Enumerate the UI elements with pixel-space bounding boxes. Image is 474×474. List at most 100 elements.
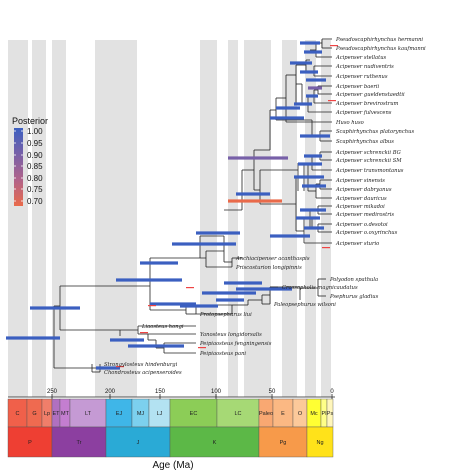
epoch-label: LJ	[157, 411, 163, 417]
node-age-bar	[300, 208, 326, 212]
node-age-bar	[270, 116, 304, 120]
node-age-bar	[298, 162, 322, 166]
red-annotation	[116, 366, 124, 368]
node-age-bar	[180, 304, 218, 308]
period-label: J	[137, 440, 140, 446]
node-age-bar	[6, 336, 60, 340]
time-stripe	[95, 40, 137, 397]
node-age-bar	[294, 175, 324, 179]
epoch-label: Lp	[44, 411, 50, 417]
red-annotation	[140, 332, 148, 334]
node-age-bar	[196, 231, 240, 235]
legend-tick-label: 0.85	[27, 162, 43, 171]
taxon-label: Acipenser sinensis	[335, 178, 385, 184]
taxon-label: Polyodon spathula	[329, 277, 378, 283]
period-box	[306, 426, 334, 458]
period-box	[105, 426, 171, 458]
taxon-label: Acipenser schrenckii BG	[335, 150, 401, 156]
epoch-label: EJ	[116, 411, 123, 417]
epoch-label: MJ	[137, 411, 145, 417]
time-stripe	[32, 40, 46, 397]
epoch-label: MT	[61, 411, 70, 417]
node-age-bar	[202, 291, 256, 295]
red-annotation	[148, 305, 156, 307]
node-age-bar	[300, 70, 318, 74]
red-annotation	[328, 100, 336, 102]
taxon-label: Acipenser o.oxyrinchus	[335, 230, 398, 236]
axis-tick-label: 200	[105, 389, 116, 395]
epoch-box	[105, 398, 133, 428]
taxon-label: Acipenser ruthenus	[335, 74, 388, 80]
legend-tick-label: 0.95	[27, 139, 43, 148]
node-age-bar	[236, 192, 270, 196]
timescale-epochs: C G Lp ET MT LT EJ MJ LJ EC LC Paleo E O Mc Pl Ps	[7, 398, 333, 428]
node-age-bar	[300, 134, 330, 138]
node-age-bar	[290, 61, 312, 65]
period-label: Pg	[280, 440, 287, 446]
epoch-label: Pl	[322, 411, 327, 417]
epoch-label: Paleo	[259, 411, 273, 417]
legend-ticks: 1.00 0.95 0.90 0.85 0.80 0.75 0.70	[14, 127, 43, 206]
axis-ticks: 250 200 150 100 50 0	[47, 389, 334, 399]
taxon-label: Acipenser mikadoi	[335, 204, 385, 210]
epoch-label: EC	[190, 411, 198, 417]
node-age-bar	[236, 287, 292, 291]
taxon-label: Acipenser dauricus	[335, 196, 387, 202]
taxon-label: Huso huso	[335, 120, 364, 126]
node-age-bar	[304, 50, 322, 54]
epoch-label: ET	[52, 411, 60, 417]
node-age-bar	[294, 102, 312, 106]
axis-tick-label: 50	[269, 389, 276, 395]
period-box	[51, 426, 107, 458]
taxon-labels: Pseudoscaphirhynchus hermanni Pseudoscaph…	[104, 37, 426, 376]
node-age-bar	[172, 242, 236, 246]
legend-tick-label: 0.80	[27, 174, 43, 183]
red-annotation	[186, 287, 194, 289]
legend-tick-label: 0.75	[27, 185, 43, 194]
taxon-label: Pseudoscaphirhynchus kaufmanni	[335, 46, 426, 52]
taxon-label: Acipenser sturio	[335, 241, 379, 247]
node-age-bar	[140, 261, 178, 265]
period-label: P	[28, 440, 32, 446]
period-box	[7, 426, 53, 458]
taxon-label: Peipiaosteus pani	[199, 351, 246, 357]
taxon-label: Acipenser baerii	[335, 84, 380, 90]
epoch-label: Mc	[310, 411, 318, 417]
node-age-bar	[96, 366, 120, 370]
node-age-bar	[304, 154, 322, 158]
time-axis: 250 200 150 100 50 0	[8, 389, 335, 399]
node-age-bar	[270, 234, 310, 238]
epoch-label: LC	[234, 411, 241, 417]
node-age-bar	[224, 281, 262, 285]
time-stripe	[200, 40, 217, 397]
node-age-bar	[300, 41, 320, 45]
node-age-bar	[306, 94, 318, 98]
geologic-time-stripes	[8, 40, 331, 397]
taxon-label: Peipiaosteus fengningensis	[199, 341, 272, 347]
time-stripe	[282, 40, 297, 397]
epoch-label: C	[16, 411, 20, 417]
epoch-label: O	[298, 411, 303, 417]
node-age-bar	[30, 306, 80, 310]
axis-tick-label: 100	[211, 389, 222, 395]
taxon-label: Crossopholis magnicaudatus	[282, 285, 358, 291]
period-box	[169, 426, 260, 458]
epoch-box	[69, 398, 107, 428]
node-age-bar	[228, 199, 282, 203]
axis-tick-label: 150	[155, 389, 166, 395]
epoch-label: E	[281, 411, 285, 417]
taxon-label: Psephurus gladius	[329, 294, 379, 300]
legend-colorbar	[14, 128, 23, 206]
period-label: Ng	[316, 440, 323, 446]
taxon-label: Priscosturion longipinnis	[235, 265, 302, 271]
node-age-bar	[306, 78, 326, 82]
taxon-label: Strongylosteus hindenburgi	[104, 362, 178, 368]
node-age-bar	[308, 86, 322, 90]
taxon-label: Paleopsephurus wilsoni	[273, 302, 336, 308]
period-label: Tr	[77, 440, 82, 446]
node-age-bars	[6, 41, 330, 370]
period-label: K	[213, 440, 217, 446]
node-age-bar	[216, 298, 244, 302]
node-age-bar	[128, 344, 184, 348]
